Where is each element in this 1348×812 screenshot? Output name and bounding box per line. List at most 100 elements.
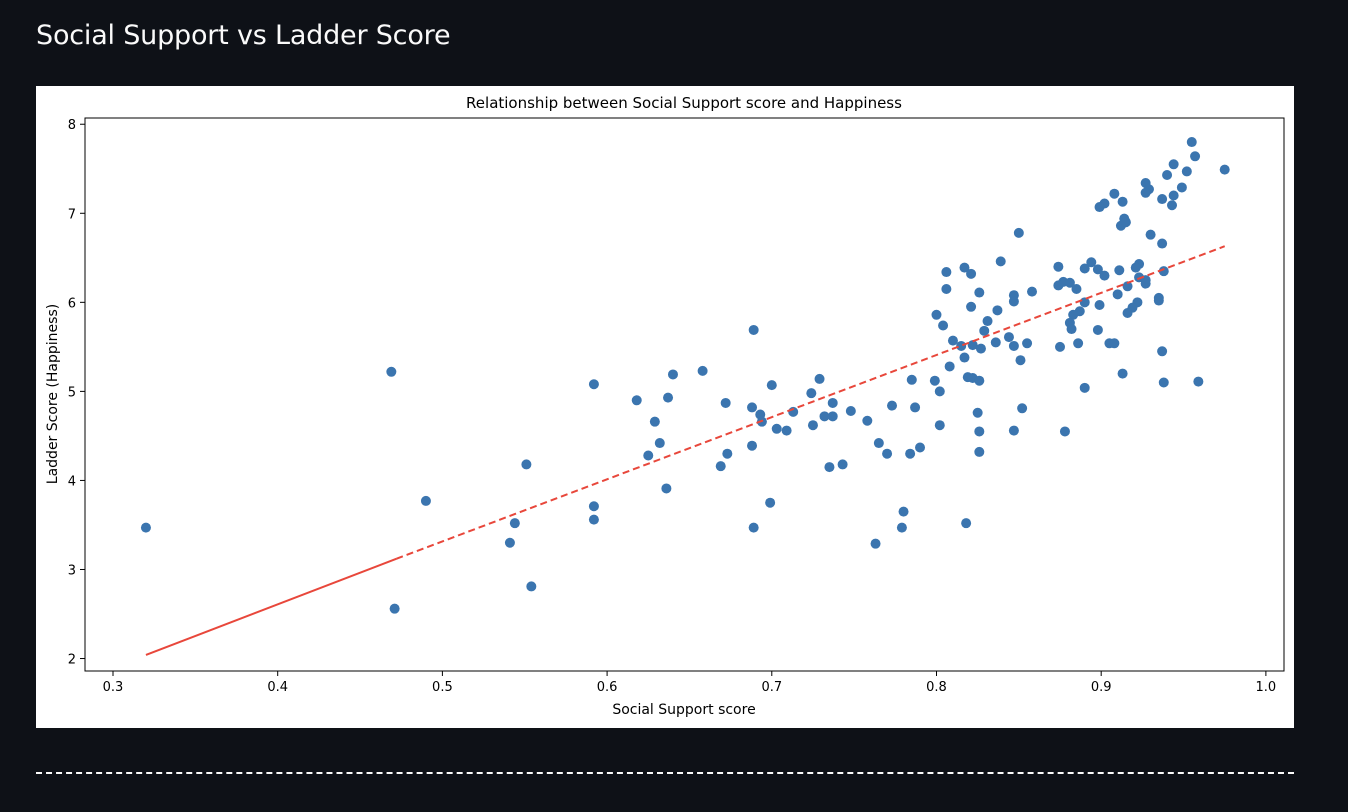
chart-title: Relationship between Social Support scor… [466, 94, 902, 112]
data-point [1008, 340, 1019, 351]
y-tick-label: 3 [68, 563, 76, 578]
x-tick-label: 1.0 [1256, 680, 1277, 695]
x-tick-label: 0.5 [432, 680, 453, 695]
data-point [748, 522, 759, 533]
data-point [1122, 281, 1133, 292]
data-point [956, 340, 967, 351]
data-point [747, 440, 758, 451]
data-point [588, 501, 599, 512]
data-point [1186, 137, 1197, 148]
data-point [588, 514, 599, 525]
data-point [588, 379, 599, 390]
x-tick-label: 0.6 [597, 680, 618, 695]
data-point [974, 426, 985, 437]
x-axis-label: Social Support score [612, 702, 755, 718]
scatter-chart: Relationship between Social Support scor… [45, 94, 1285, 718]
data-point [931, 309, 942, 320]
data-point [654, 438, 665, 449]
data-point [1117, 196, 1128, 207]
data-point [929, 375, 940, 386]
data-point [1094, 202, 1105, 213]
data-point [882, 448, 893, 459]
data-point [1112, 289, 1123, 300]
data-point [781, 425, 792, 436]
data-point [1157, 238, 1168, 249]
data-point [504, 537, 515, 548]
plot-frame [84, 117, 1285, 672]
x-axis: 0.3 0.4 0.5 0.6 0.7 0.8 0.9 1.0 [103, 671, 1277, 695]
data-point [1130, 262, 1141, 273]
data-point [982, 316, 993, 327]
data-point [905, 448, 916, 459]
data-point [837, 459, 848, 470]
data-point [1015, 355, 1026, 366]
data-point [1162, 169, 1173, 180]
data-point [1017, 403, 1028, 414]
data-point [898, 506, 909, 517]
data-point [1120, 217, 1131, 228]
data-point [1190, 151, 1201, 162]
data-point [386, 366, 397, 377]
data-point [1176, 182, 1187, 193]
data-point [1008, 296, 1019, 307]
y-tick-label: 8 [68, 118, 76, 133]
data-point [995, 256, 1006, 267]
data-point [944, 361, 955, 372]
data-point [1219, 164, 1230, 175]
data-point [649, 416, 660, 427]
data-point [966, 268, 977, 279]
data-point [1168, 190, 1179, 201]
data-point [827, 397, 838, 408]
data-point [1079, 297, 1090, 308]
data-point [1167, 200, 1178, 211]
data-point [947, 335, 958, 346]
trendline-solid-segment [145, 557, 397, 656]
data-point [887, 400, 898, 411]
data-point [959, 352, 970, 363]
data-point [661, 483, 672, 494]
data-point [906, 374, 917, 385]
data-point [1193, 376, 1204, 387]
data-point [873, 438, 884, 449]
data-point [140, 522, 151, 533]
data-point [631, 395, 642, 406]
chart-card: Relationship between Social Support scor… [36, 86, 1294, 728]
y-tick-label: 2 [68, 653, 76, 668]
data-point [845, 405, 856, 416]
data-point [975, 343, 986, 354]
data-point [1158, 377, 1169, 388]
data-point [974, 375, 985, 386]
data-point [807, 420, 818, 431]
data-point [1086, 257, 1097, 268]
data-point [509, 518, 520, 529]
data-point [1064, 277, 1075, 288]
data-point [1059, 426, 1070, 437]
data-point [1068, 309, 1079, 320]
data-point [910, 402, 921, 413]
x-tick-label: 0.9 [1091, 680, 1112, 695]
data-point [992, 305, 1003, 316]
data-point [643, 450, 654, 461]
data-point [1114, 265, 1125, 276]
data-point [1066, 324, 1077, 335]
data-point [961, 518, 972, 529]
data-point [1158, 266, 1169, 277]
page-heading: Social Support vs Ladder Score [36, 20, 451, 51]
data-point [1092, 264, 1103, 275]
data-point [974, 287, 985, 298]
y-tick-label: 5 [68, 385, 76, 400]
data-point [824, 462, 835, 473]
x-tick-label: 0.3 [103, 680, 124, 695]
data-point [1140, 278, 1151, 289]
data-points [140, 137, 1230, 614]
data-point [1053, 261, 1064, 272]
data-point [667, 369, 678, 380]
data-point [896, 522, 907, 533]
data-point [1013, 227, 1024, 238]
y-axis-label: Ladder Score (Happiness) [45, 304, 61, 484]
data-point [1022, 338, 1033, 349]
data-point [747, 402, 758, 413]
data-point [1109, 188, 1120, 199]
data-point [697, 365, 708, 376]
data-point [1122, 308, 1133, 319]
